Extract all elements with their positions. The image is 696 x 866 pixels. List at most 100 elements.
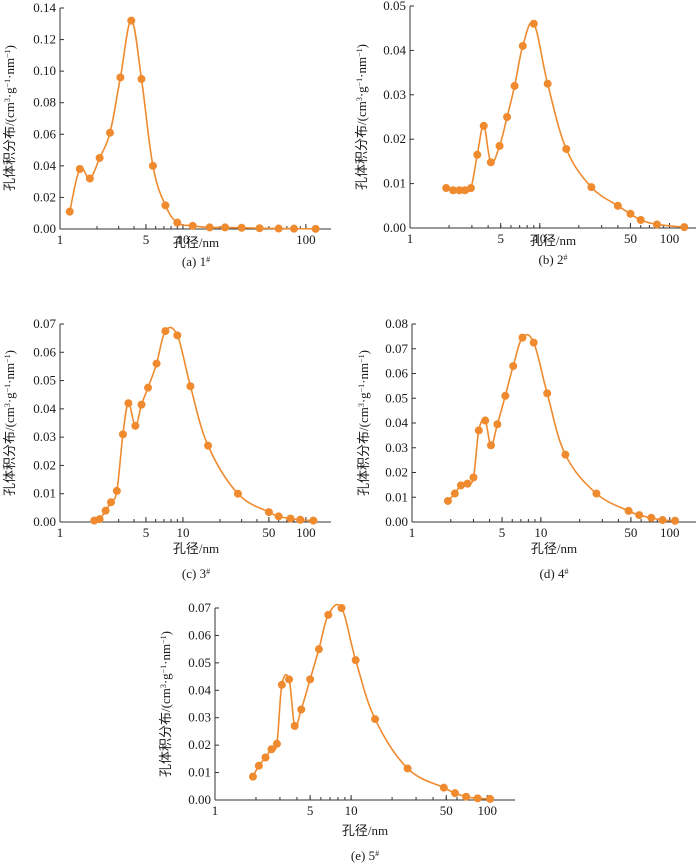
y-tick-label: 0.05 — [383, 0, 406, 13]
y-tick-label: 0.05 — [33, 373, 56, 388]
y-tick-label: 0.08 — [385, 316, 408, 331]
data-point — [351, 656, 360, 665]
y-axis-title-superscript: 3 — [355, 97, 364, 101]
x-tick-label: 10 — [176, 525, 189, 540]
data-point — [462, 792, 471, 801]
x-tick-label: 50 — [624, 231, 637, 246]
data-point — [529, 19, 538, 28]
data-point — [137, 75, 146, 84]
panel-caption-superscript: # — [375, 849, 379, 858]
y-axis-title: 孔体积分布/(cm3·g−1·nm−1) — [356, 350, 371, 496]
data-point — [286, 514, 295, 523]
y-tick-label: 0.02 — [33, 189, 56, 204]
data-point — [205, 223, 214, 232]
data-point — [186, 382, 195, 391]
data-point — [460, 186, 469, 195]
y-axis-title-superscript: −1 — [3, 354, 12, 363]
y-axis-title-part: ·g — [2, 392, 17, 403]
series-line — [447, 333, 676, 522]
x-tick-label: 5 — [499, 525, 506, 540]
data-point — [85, 174, 94, 183]
panel-caption: (e) 5# — [351, 848, 379, 863]
x-tick-label: 100 — [660, 525, 680, 540]
x-tick-label: 5 — [143, 232, 150, 247]
panel-caption: (c) 3# — [182, 566, 210, 581]
data-point — [101, 506, 110, 515]
y-tick-label: 0.04 — [188, 682, 211, 697]
data-point — [296, 515, 305, 524]
y-tick-label: 0.07 — [385, 341, 408, 356]
y-axis-title-part: ) — [2, 45, 17, 49]
x-tick-label: 1 — [57, 525, 64, 540]
data-point — [173, 331, 182, 340]
data-point — [131, 421, 140, 430]
data-point — [455, 186, 464, 195]
x-axis-title: 孔径/nm — [342, 823, 388, 838]
panel-caption-label: (a) 1 — [182, 254, 206, 269]
data-point — [442, 184, 451, 193]
y-tick-label: 0.00 — [188, 792, 211, 807]
data-point — [652, 220, 661, 229]
y-tick-label: 0.04 — [385, 415, 408, 430]
data-point — [481, 416, 490, 425]
data-point — [152, 359, 161, 368]
data-point — [95, 515, 104, 524]
y-axis-title: 孔体积分布/(cm3·g−1·nm−1) — [158, 631, 173, 777]
x-tick-label: 1 — [57, 232, 64, 247]
data-point — [509, 362, 518, 371]
y-tick-label: 0.03 — [33, 429, 56, 444]
data-point — [274, 512, 283, 521]
x-axis-title: 孔径/nm — [173, 541, 219, 556]
y-axis-title-part: 孔体积分布/(cm — [354, 101, 369, 190]
data-point — [290, 721, 299, 730]
y-axis-title-superscript: −1 — [159, 665, 168, 674]
data-point — [112, 486, 121, 495]
data-point — [289, 224, 298, 233]
y-tick-label: 0.06 — [385, 366, 408, 381]
x-tick-label: 1 — [407, 231, 414, 246]
data-point — [264, 508, 273, 517]
x-tick-label: 5 — [307, 803, 314, 818]
panel-caption: (d) 4# — [540, 566, 569, 581]
y-axis-title-superscript: −1 — [3, 49, 12, 58]
y-tick-label: 0.06 — [33, 126, 56, 141]
y-axis-title-superscript: −1 — [159, 635, 168, 644]
data-point — [267, 745, 276, 754]
data-point — [626, 209, 635, 218]
data-point — [680, 223, 689, 232]
data-point — [75, 165, 84, 174]
data-point — [486, 794, 495, 803]
data-point — [237, 223, 246, 232]
data-point — [173, 218, 182, 227]
x-tick-label: 10 — [533, 231, 546, 246]
data-point — [118, 430, 127, 439]
data-point — [635, 511, 644, 520]
panel-caption-superscript: # — [563, 253, 567, 262]
y-tick-label: 0.01 — [383, 176, 406, 191]
x-tick-label: 10 — [534, 525, 547, 540]
data-point — [439, 783, 448, 792]
y-axis-title-part: ·g — [356, 392, 371, 403]
data-point — [277, 680, 286, 689]
data-point — [543, 389, 552, 398]
data-point — [443, 496, 452, 505]
data-point — [495, 141, 504, 150]
data-point — [450, 489, 459, 498]
y-tick-label: 0.04 — [33, 401, 56, 416]
data-point — [469, 473, 478, 482]
data-point — [636, 216, 645, 225]
y-axis-title-superscript: −1 — [357, 384, 366, 393]
data-point — [403, 764, 412, 773]
y-tick-label: 0.04 — [33, 158, 56, 173]
panel-caption-label: (b) 2 — [539, 252, 564, 267]
x-tick-label: 1 — [409, 525, 416, 540]
data-point — [518, 333, 527, 342]
data-point — [493, 420, 502, 429]
y-axis-title-superscript: −1 — [3, 384, 12, 393]
chart-panel-3: 0.00 0.01 0.02 0.03 0.04 0.05 0.06 0.07 1 5 10 50 10… — [2, 316, 331, 581]
y-tick-label: 0.05 — [385, 390, 408, 405]
data-point — [255, 224, 264, 233]
x-tick-label: 100 — [477, 803, 497, 818]
data-point — [473, 150, 482, 159]
